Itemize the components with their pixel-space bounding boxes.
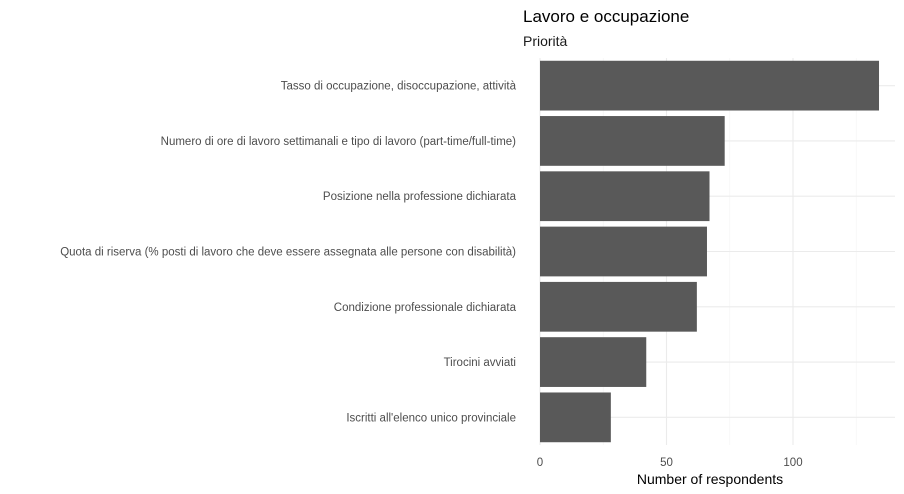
bar [540,116,725,166]
category-label: Tasso di occupazione, disoccupazione, at… [281,81,517,93]
bar [540,226,707,277]
bar [540,60,880,111]
category-label: Quota di riserva (% posti di lavoro che … [60,247,516,259]
category-label: Numero di ore di lavoro settimanali e ti… [161,136,517,148]
chart-subtitle: Priorità [523,33,568,49]
x-tick-label: 100 [783,457,802,469]
x-tick-label: 50 [660,457,673,469]
x-tick-label: 0 [537,457,543,469]
x-axis-ticks: 0 50 100 [537,457,803,469]
bar [540,171,710,222]
bar [540,281,697,332]
bar [540,392,611,443]
category-label: Tirocini avviati [444,357,516,369]
chart-title: Lavoro e occupazione [523,7,689,26]
bar [540,337,647,387]
category-label: Condizione professionale dichiarata [334,302,517,314]
category-label: Posizione nella professione dichiarata [323,191,517,203]
bars [540,60,880,443]
x-axis-title: Number of respondents [637,471,783,487]
category-label: Iscritti all'elenco unico provinciale [346,412,516,424]
category-labels: Tasso di occupazione, disoccupazione, at… [60,81,516,425]
